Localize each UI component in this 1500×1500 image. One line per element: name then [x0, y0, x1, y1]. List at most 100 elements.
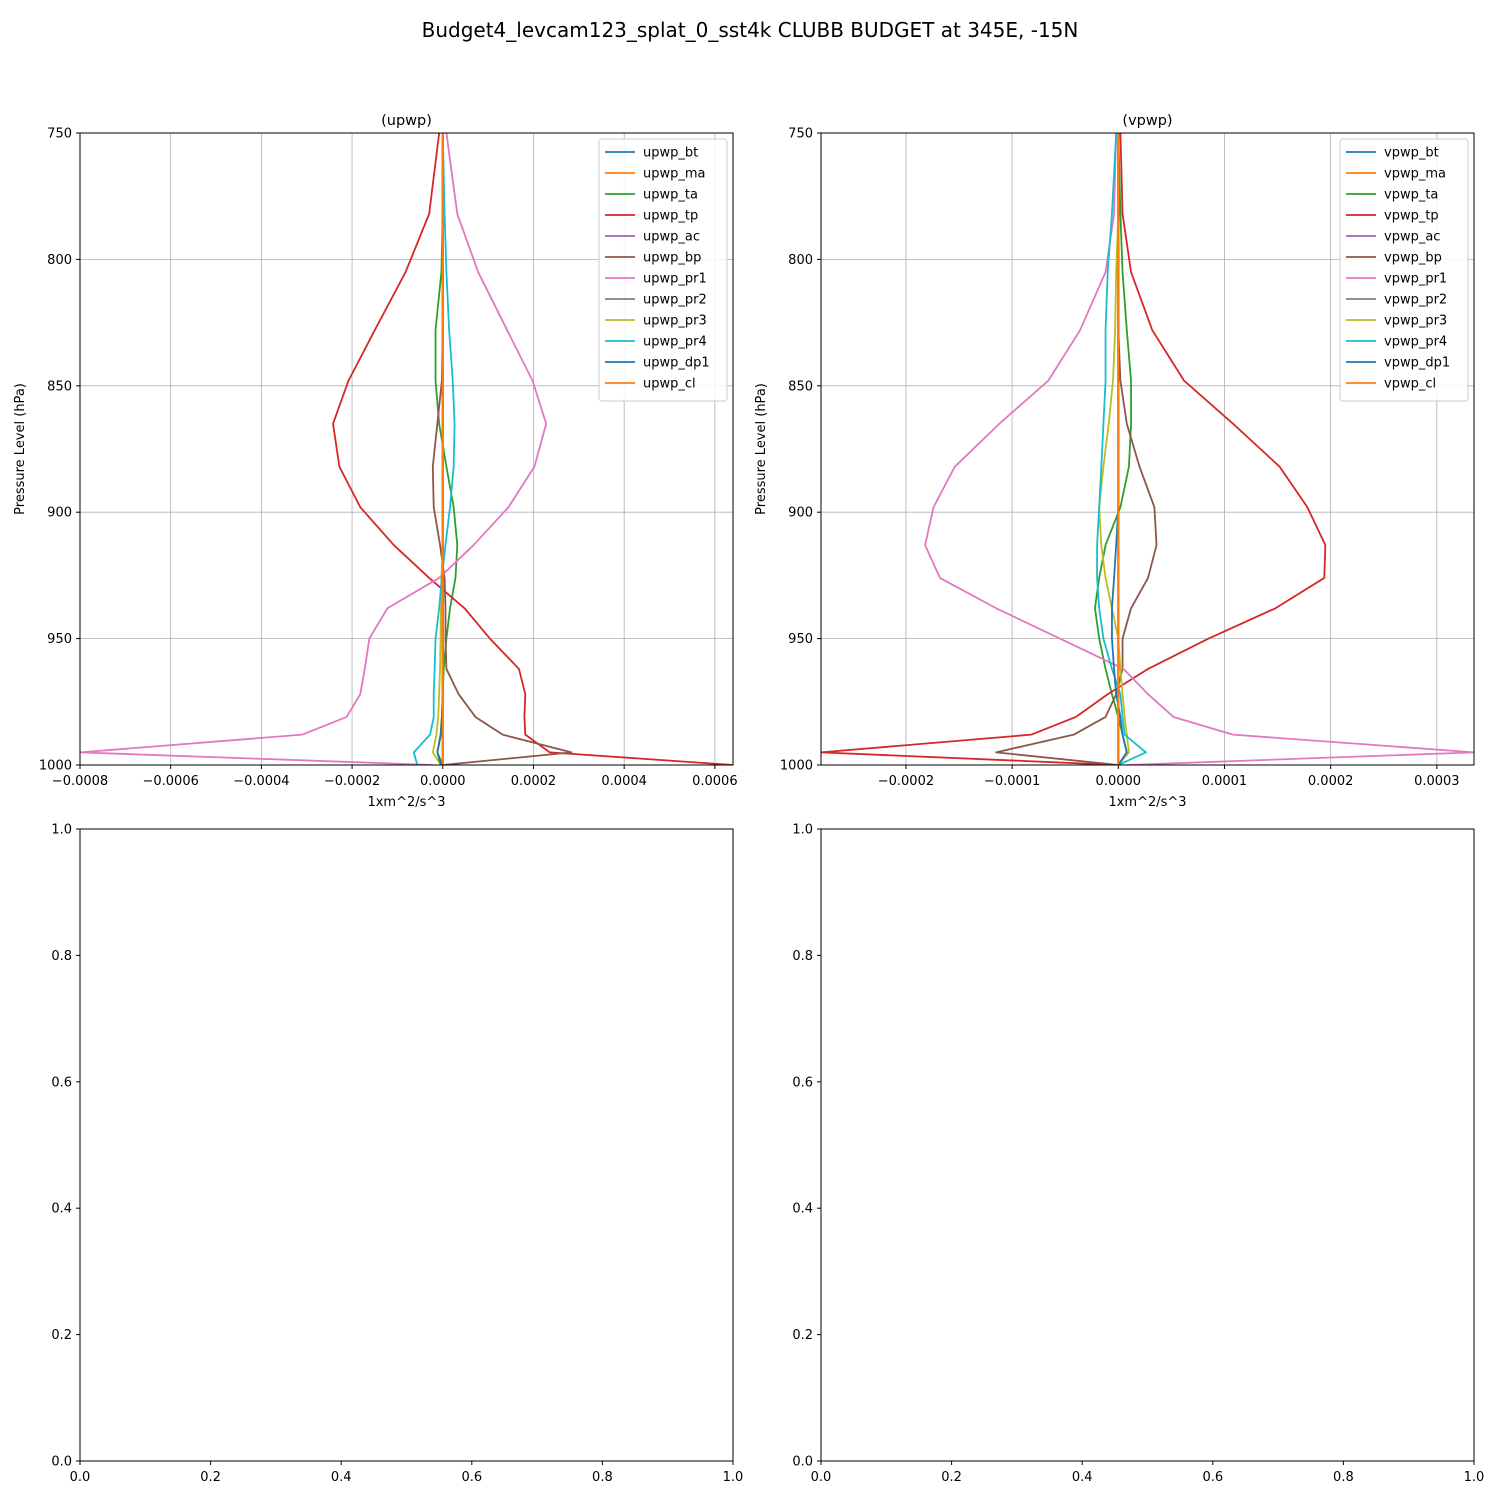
x-tick-label: −0.0002 [324, 774, 380, 789]
y-tick-label: 900 [788, 506, 813, 521]
x-tick-label: 0.0002 [1308, 774, 1354, 789]
axes-frame [79, 828, 734, 1462]
y-tick-label: 0.8 [792, 949, 813, 964]
x-tick-label: 0.8 [1333, 1470, 1354, 1485]
subplot-3: 0.0 0.2 0.4 0.6 0.8 1.0 0.0 0.2 0.4 0.6 0.8 1.0 [51, 823, 743, 1486]
legend-label: upwp_dp1 [643, 356, 710, 371]
y-tick-label: 0.4 [51, 1202, 72, 1217]
x-tick-label: 1.0 [1464, 1470, 1485, 1485]
x-tick-label: 0.0006 [692, 774, 738, 789]
x-tick-label: 0.0001 [1202, 774, 1248, 789]
y-tick-label: 800 [788, 253, 813, 268]
axes-frame [79, 132, 734, 766]
series-group [821, 133, 1474, 765]
series-line-vpwp_tp [821, 133, 1327, 765]
x-tick-label: 1.0 [723, 1470, 744, 1485]
y-axis-label: Pressure Level (hPa) [754, 383, 769, 515]
legend-box [598, 138, 728, 402]
legend-label: vpwp_pr4 [1384, 335, 1447, 350]
legend-label: vpwp_dp1 [1384, 356, 1450, 371]
x-tick-label: −0.0001 [984, 774, 1040, 789]
legend-label: upwp_ac [643, 230, 700, 245]
legend-label: vpwp_ta [1384, 188, 1438, 203]
legend-label: upwp_pr3 [643, 314, 707, 329]
y-tick-label: 750 [47, 127, 72, 142]
legend-label: upwp_pr1 [643, 272, 707, 287]
x-tick-label: −0.0002 [878, 774, 934, 789]
y-tick-label: 1000 [39, 759, 72, 774]
x-tick-label: 0.4 [331, 1470, 352, 1485]
subplot-title: (upwp) [381, 113, 432, 129]
x-tick-label: 0.0 [811, 1470, 832, 1485]
y-tick-label: 800 [47, 253, 72, 268]
legend-label: vpwp_pr3 [1384, 314, 1447, 329]
axes-frame [820, 828, 1475, 1462]
figure-title: Budget4_levcam123_splat_0_sst4k CLUBB BU… [422, 18, 1079, 42]
y-tick-label: 0.6 [792, 1075, 813, 1090]
legend-label: upwp_bt [643, 146, 698, 161]
legend: upwp_bt upwp_ma upwp_ta upwp_tp upwp_ac upwp_… [598, 138, 728, 402]
subplot-title: (vpwp) [1122, 113, 1172, 129]
y-axis-label: Pressure Level (hPa) [13, 383, 28, 515]
series-line-vpwp_pr3 [1098, 133, 1130, 765]
legend-label: vpwp_ac [1384, 230, 1440, 245]
x-tick-label: 0.0 [70, 1470, 91, 1485]
y-tick-label: 1.0 [792, 823, 813, 838]
legend-label: vpwp_bt [1384, 146, 1439, 161]
series-line-vpwp_pr4 [1096, 133, 1147, 765]
legend-label: vpwp_tp [1384, 209, 1439, 224]
x-tick-label: −0.0008 [52, 774, 108, 789]
legend-label: upwp_pr4 [643, 335, 707, 350]
x-tick-label: 0.6 [1202, 1470, 1223, 1485]
subplot-1: −0.0008 −0.0006 −0.0004 −0.0002 0.0000 0.0002… [13, 113, 738, 810]
y-tick-label: 900 [47, 506, 72, 521]
y-tick-label: 850 [788, 379, 813, 394]
subplot-2: −0.0002 −0.0001 0.0000 0.0001 0.0002 0.0003 75… [754, 113, 1475, 810]
subplot-4: 0.0 0.2 0.4 0.6 0.8 1.0 0.0 0.2 0.4 0.6 0.8 1.0 [792, 823, 1484, 1486]
y-tick-label: 0.2 [792, 1328, 813, 1343]
legend-label: upwp_cl [643, 377, 696, 392]
axes-root: −0.0008 −0.0006 −0.0004 −0.0002 0.0000 0.0002… [13, 113, 1484, 1485]
x-tick-label: 0.0003 [1414, 774, 1460, 789]
y-tick-label: 0.4 [792, 1202, 813, 1217]
legend-label: vpwp_pr2 [1384, 293, 1447, 308]
legend-label: upwp_tp [643, 209, 698, 224]
x-tick-label: 0.0000 [420, 774, 466, 789]
y-tick-label: 0.0 [792, 1455, 813, 1470]
series-line-upwp_pr1 [80, 133, 548, 765]
x-tick-label: 0.0000 [1096, 774, 1142, 789]
legend-label: upwp_bp [643, 251, 701, 266]
x-axis-label: 1xm^2/s^3 [1108, 795, 1186, 810]
legend-label: upwp_ma [643, 167, 706, 182]
x-tick-label: 0.8 [592, 1470, 613, 1485]
axes-frame [820, 132, 1475, 766]
series-group [80, 133, 733, 765]
legend-label: upwp_ta [643, 188, 698, 203]
legend-label: vpwp_cl [1384, 377, 1436, 392]
legend: vpwp_bt vpwp_ma vpwp_ta vpwp_tp vpwp_ac vpwp_… [1339, 138, 1469, 402]
y-tick-label: 0.6 [51, 1075, 72, 1090]
y-tick-label: 950 [788, 632, 813, 647]
legend-box [1339, 138, 1469, 402]
x-tick-label: 0.2 [941, 1470, 962, 1485]
y-tick-label: 1000 [780, 759, 813, 774]
x-tick-label: 0.0004 [601, 774, 647, 789]
x-tick-label: −0.0006 [142, 774, 198, 789]
series-line-upwp_pr4 [412, 133, 456, 765]
series-line-upwp_tp [332, 133, 733, 765]
legend-label: vpwp_pr1 [1384, 272, 1447, 287]
series-line-vpwp_pr1 [924, 133, 1474, 765]
y-tick-label: 950 [47, 632, 72, 647]
y-tick-label: 850 [47, 379, 72, 394]
y-tick-label: 0.2 [51, 1328, 72, 1343]
x-tick-label: 0.4 [1072, 1470, 1093, 1485]
y-tick-label: 1.0 [51, 823, 72, 838]
y-tick-label: 0.8 [51, 949, 72, 964]
y-tick-label: 0.0 [51, 1455, 72, 1470]
legend-label: vpwp_bp [1384, 251, 1442, 266]
x-tick-label: 0.0002 [511, 774, 557, 789]
x-tick-label: 0.2 [200, 1470, 221, 1485]
legend-label: upwp_pr2 [643, 293, 707, 308]
